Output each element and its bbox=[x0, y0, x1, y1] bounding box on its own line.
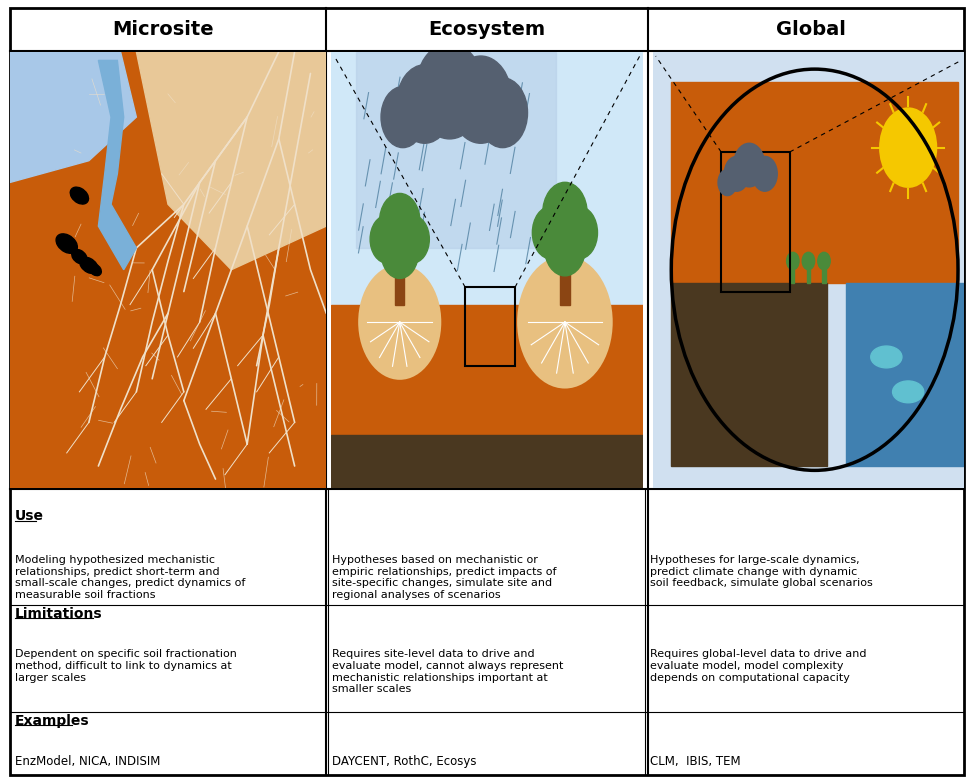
Bar bbox=[806, 265, 810, 283]
Circle shape bbox=[671, 69, 958, 471]
Text: Modeling hypothesized mechanistic
relationships, predict short-term and
small-sc: Modeling hypothesized mechanistic relati… bbox=[15, 555, 244, 600]
Circle shape bbox=[396, 65, 453, 143]
Circle shape bbox=[671, 69, 958, 471]
Circle shape bbox=[880, 108, 936, 187]
Bar bbox=[791, 265, 795, 283]
Polygon shape bbox=[136, 52, 326, 269]
Text: Ecosystem: Ecosystem bbox=[429, 20, 545, 39]
Ellipse shape bbox=[892, 381, 923, 402]
Text: Hypotheses based on mechanistic or
empiric relationships, predict impacts of
sit: Hypotheses based on mechanistic or empir… bbox=[332, 555, 557, 600]
Text: Global: Global bbox=[776, 20, 845, 39]
Bar bbox=[466, 287, 515, 366]
Bar bbox=[822, 265, 826, 283]
Text: Hypotheses for large-scale dynamics,
predict climate change with dynamic
soil fe: Hypotheses for large-scale dynamics, pre… bbox=[651, 555, 873, 588]
Polygon shape bbox=[98, 60, 136, 269]
Circle shape bbox=[787, 252, 799, 269]
Ellipse shape bbox=[70, 187, 89, 204]
Circle shape bbox=[733, 143, 765, 187]
Circle shape bbox=[818, 252, 830, 269]
Circle shape bbox=[381, 87, 425, 148]
Ellipse shape bbox=[72, 250, 87, 264]
Bar bbox=[331, 305, 643, 488]
Circle shape bbox=[381, 226, 419, 279]
Polygon shape bbox=[10, 52, 136, 182]
Circle shape bbox=[560, 206, 597, 259]
Bar bbox=[845, 283, 964, 466]
Text: Examples: Examples bbox=[15, 714, 90, 727]
Bar bbox=[395, 252, 404, 305]
Circle shape bbox=[803, 252, 814, 269]
Circle shape bbox=[718, 169, 736, 196]
Circle shape bbox=[544, 218, 585, 276]
Text: CLM,  IBIS, TEM: CLM, IBIS, TEM bbox=[651, 755, 741, 768]
Bar bbox=[560, 247, 570, 305]
Text: Use: Use bbox=[15, 510, 44, 523]
Bar bbox=[671, 283, 827, 466]
Ellipse shape bbox=[871, 346, 902, 368]
Text: Microsite: Microsite bbox=[112, 20, 214, 39]
Circle shape bbox=[370, 215, 404, 263]
Circle shape bbox=[450, 56, 512, 143]
Ellipse shape bbox=[89, 264, 101, 276]
Bar bbox=[331, 435, 643, 488]
Text: Dependent on specific soil fractionation
method, difficult to link to dynamics a: Dependent on specific soil fractionation… bbox=[15, 649, 237, 683]
Text: Requires site-level data to drive and
evaluate model, cannot always represent
me: Requires site-level data to drive and ev… bbox=[332, 649, 564, 695]
Circle shape bbox=[543, 182, 587, 244]
Bar bbox=[721, 152, 790, 291]
Bar bbox=[671, 82, 958, 283]
Polygon shape bbox=[356, 52, 555, 248]
Circle shape bbox=[752, 157, 777, 191]
Text: EnzModel, NICA, INDISIM: EnzModel, NICA, INDISIM bbox=[15, 755, 160, 768]
Circle shape bbox=[477, 78, 528, 148]
Circle shape bbox=[359, 265, 440, 379]
Text: Limitations: Limitations bbox=[15, 607, 102, 621]
Ellipse shape bbox=[80, 258, 98, 273]
Circle shape bbox=[518, 257, 612, 388]
Text: DAYCENT, RothC, Ecosys: DAYCENT, RothC, Ecosys bbox=[332, 755, 477, 768]
Circle shape bbox=[395, 215, 430, 263]
Ellipse shape bbox=[56, 234, 77, 253]
Text: Requires global-level data to drive and
evaluate model, model complexity
depends: Requires global-level data to drive and … bbox=[651, 649, 867, 683]
Circle shape bbox=[380, 193, 420, 250]
Circle shape bbox=[533, 206, 570, 259]
Circle shape bbox=[415, 43, 484, 139]
Circle shape bbox=[725, 157, 749, 191]
